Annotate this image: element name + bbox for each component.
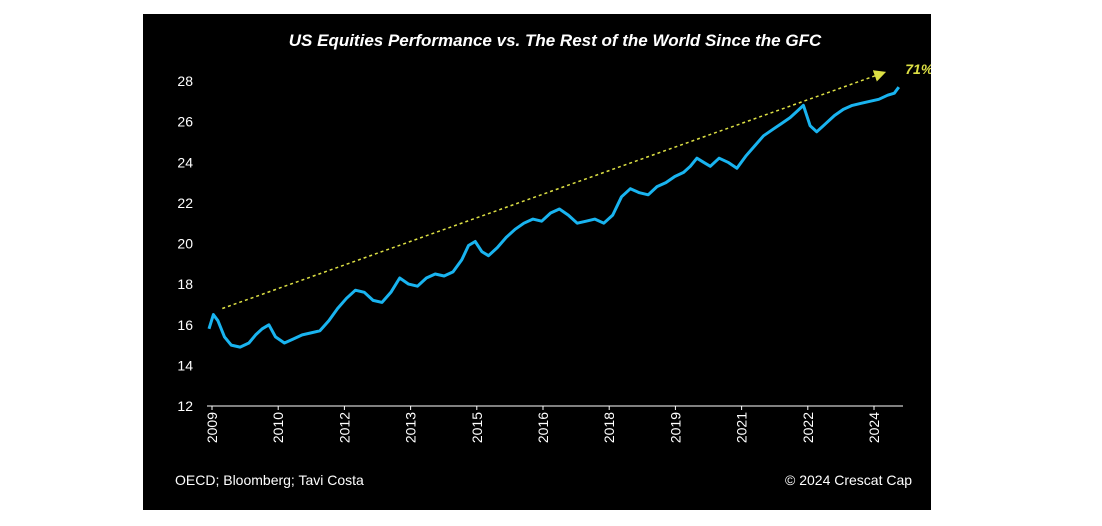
chart: US Equities Performance vs. The Rest of … [175, 31, 931, 488]
x-axis: 2009 2010 2012 2013 2015 2016 2018 2019 2021 2022… [204, 406, 882, 443]
x-tick-label: 2024 [866, 412, 882, 443]
x-tick-label: 2015 [469, 412, 485, 443]
source-note: OECD; Bloomberg; Tavi Costa [175, 472, 364, 488]
series-layer [207, 86, 901, 349]
x-tick-label: 2016 [535, 412, 551, 443]
x-tick-label: 2013 [403, 412, 419, 443]
y-tick-label: 16 [177, 317, 193, 333]
y-tick-label: 22 [177, 195, 193, 211]
y-tick-label: 28 [177, 73, 193, 89]
copyright-note: © 2024 Crescat Cap [785, 472, 912, 488]
x-tick-label: 2019 [667, 412, 683, 443]
x-tick-label: 2022 [800, 412, 816, 443]
y-tick-label: 14 [177, 357, 193, 373]
trend-arrow [222, 70, 887, 310]
trend-label: 71% [905, 61, 931, 77]
x-tick-label: 2012 [336, 412, 352, 443]
trend-layer: 71% [222, 61, 931, 310]
y-tick-label: 12 [177, 398, 193, 414]
chart-panel: US Equities Performance vs. The Rest of … [143, 14, 931, 510]
series-line [207, 86, 901, 349]
x-tick-label: 2018 [601, 412, 617, 443]
y-tick-label: 24 [177, 154, 193, 170]
y-tick-label: 26 [177, 114, 193, 130]
y-axis: 12 14 16 18 20 22 24 26 28 [177, 73, 193, 414]
y-tick-label: 20 [177, 236, 193, 252]
x-tick-label: 2010 [270, 412, 286, 443]
chart-title: US Equities Performance vs. The Rest of … [289, 31, 822, 50]
x-tick-label: 2009 [204, 412, 220, 443]
y-tick-label: 18 [177, 276, 193, 292]
x-tick-label: 2021 [734, 412, 750, 443]
